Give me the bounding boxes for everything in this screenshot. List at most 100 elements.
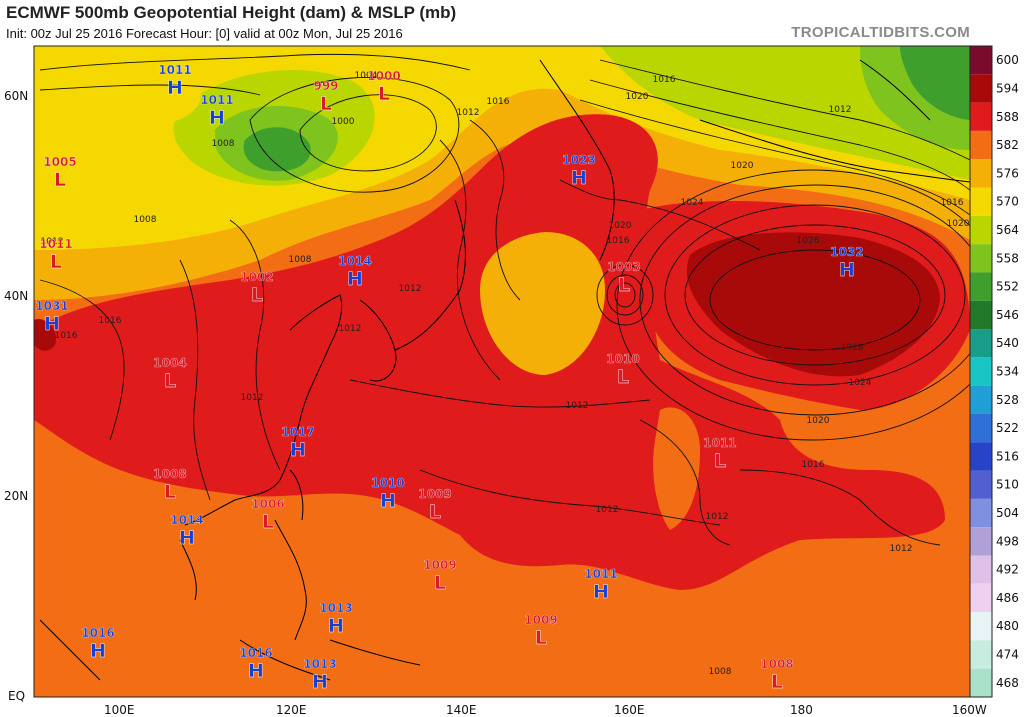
colorbar-label: 504 <box>996 506 1019 520</box>
lon-label-100e: 100E <box>104 703 135 717</box>
colorbar-label: 558 <box>996 251 1019 265</box>
isobar-label: 1024 <box>681 198 704 208</box>
colorbar-label: 582 <box>996 138 1019 152</box>
colorbar-swatch <box>970 187 992 216</box>
colorbar-label: 540 <box>996 336 1019 350</box>
pressure-symbol: H <box>380 490 396 512</box>
pressure-value: 1016 <box>81 626 114 640</box>
isobar-label: 1020 <box>807 416 830 426</box>
isobar-label: 1016 <box>487 97 510 107</box>
isobar-label: 1012 <box>829 105 852 115</box>
pressure-symbol: L <box>535 627 547 649</box>
pressure-symbol: H <box>593 581 609 603</box>
colorbar-label: 600 <box>996 53 1019 67</box>
colorbar-swatch <box>970 46 992 75</box>
pressure-centers: 1011H1011H999L1000L1005L1011L1031H1002L1… <box>35 63 864 693</box>
isobar-label: 1020 <box>947 219 970 229</box>
pressure-value: 999 <box>313 79 338 93</box>
isobar-label: 1012 <box>596 505 619 515</box>
map-title: ECMWF 500mb Geopotential Height (dam) & … <box>6 3 457 22</box>
pressure-value: 1000 <box>367 69 400 83</box>
pressure-value: 1005 <box>43 155 76 169</box>
pressure-value: 1011 <box>158 63 191 77</box>
colorbar-swatch <box>970 668 992 697</box>
colorbar-swatch <box>970 244 992 273</box>
pressure-symbol: H <box>248 660 264 682</box>
pressure-symbol: H <box>44 313 60 335</box>
pressure-symbol: H <box>209 107 225 129</box>
isobar-label: 1012 <box>457 108 480 118</box>
pressure-value: 1011 <box>200 93 233 107</box>
pressure-value: 1009 <box>418 487 451 501</box>
lon-label-140e: 140E <box>446 703 477 717</box>
isobar-label: 1012 <box>399 284 422 294</box>
colorbar-label: 522 <box>996 421 1019 435</box>
pressure-value: 1032 <box>830 245 863 259</box>
lat-label-60: 60N <box>4 89 28 103</box>
lat-label-eq: EQ <box>8 689 25 703</box>
pressure-symbol: L <box>714 450 726 472</box>
pressure-symbol: L <box>164 481 176 503</box>
colorbar-swatch <box>970 385 992 414</box>
isobar-label: 1016 <box>55 331 78 341</box>
isobar-label: 1024 <box>849 378 872 388</box>
lon-label-120e: 120E <box>276 703 307 717</box>
colorbar-label: 588 <box>996 110 1019 124</box>
colorbar-frame <box>969 45 993 698</box>
colorbar-swatch <box>970 583 992 613</box>
isobar-label: 1012 <box>566 401 589 411</box>
isobar-label: 1016 <box>607 236 630 246</box>
colorbar-label: 564 <box>996 223 1019 237</box>
colorbar-label: 480 <box>996 619 1019 633</box>
pressure-symbol: H <box>328 615 344 637</box>
isobar-label: 1016 <box>941 198 964 208</box>
pressure-value: 1014 <box>338 254 371 268</box>
pressure-value: 1010 <box>371 476 404 490</box>
isobar-label: 1020 <box>731 161 754 171</box>
colorbar-label: 474 <box>996 648 1019 662</box>
colorbar-swatch <box>970 272 992 301</box>
colorbar-swatch <box>970 498 992 528</box>
pressure-value: 1031 <box>35 299 68 313</box>
colorbar-label: 492 <box>996 563 1019 577</box>
colorbar-swatch <box>970 159 992 188</box>
pressure-symbol: L <box>429 501 441 523</box>
map-subtitle: Init: 00z Jul 25 2016 Forecast Hour: [0]… <box>6 26 403 41</box>
isobar-label: 1008 <box>289 255 312 265</box>
isobar-label: 1016 <box>802 460 825 470</box>
isobar-label: 1012 <box>339 324 362 334</box>
pressure-value: 1010 <box>606 352 639 366</box>
pressure-value: 1003 <box>607 260 640 274</box>
colorbar-label: 570 <box>996 195 1019 209</box>
lon-label-160e: 160E <box>614 703 645 717</box>
colorbar-label: 486 <box>996 591 1019 605</box>
colorbar-label: 534 <box>996 365 1019 379</box>
colorbar-label: 576 <box>996 166 1019 180</box>
colorbar-label: 552 <box>996 280 1019 294</box>
pressure-value: 1013 <box>319 601 352 615</box>
pressure-symbol: L <box>617 366 629 388</box>
pressure-value: 1009 <box>423 558 456 572</box>
colorbar-swatch <box>970 640 992 669</box>
pressure-symbol: L <box>320 93 332 115</box>
pressure-value: 1011 <box>584 567 617 581</box>
pressure-symbol: L <box>251 284 263 306</box>
height-field <box>34 46 970 697</box>
